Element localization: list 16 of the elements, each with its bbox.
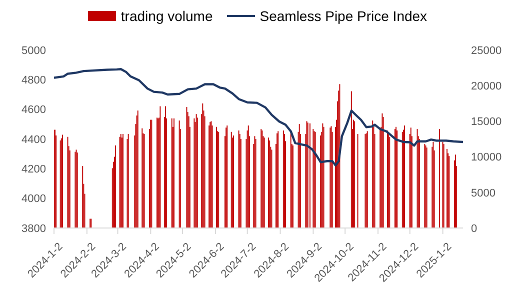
line-series [54, 68, 463, 167]
y-tick-label: 4600 [22, 104, 46, 116]
y-tick-label: 3800 [22, 222, 46, 235]
y2-tick-label: 10000 [471, 152, 502, 164]
y2-tick-label: 15000 [471, 116, 502, 128]
legend-label: Seamless Pipe Price Index [260, 8, 428, 24]
y-tick-label: 5000 [22, 44, 46, 57]
y-tick-label: 4000 [22, 193, 46, 206]
legend-label: trading volume [120, 8, 213, 24]
y2-tick-label: 25000 [471, 44, 502, 57]
y-tick-label: 4400 [22, 134, 46, 146]
y2-tick-label: 5000 [471, 187, 496, 200]
y-tick-label: 4200 [22, 164, 46, 176]
y2-tick-label: 20000 [471, 80, 502, 93]
y2-tick-label: 0 [471, 222, 478, 235]
y-tick-label: 4800 [22, 74, 46, 87]
